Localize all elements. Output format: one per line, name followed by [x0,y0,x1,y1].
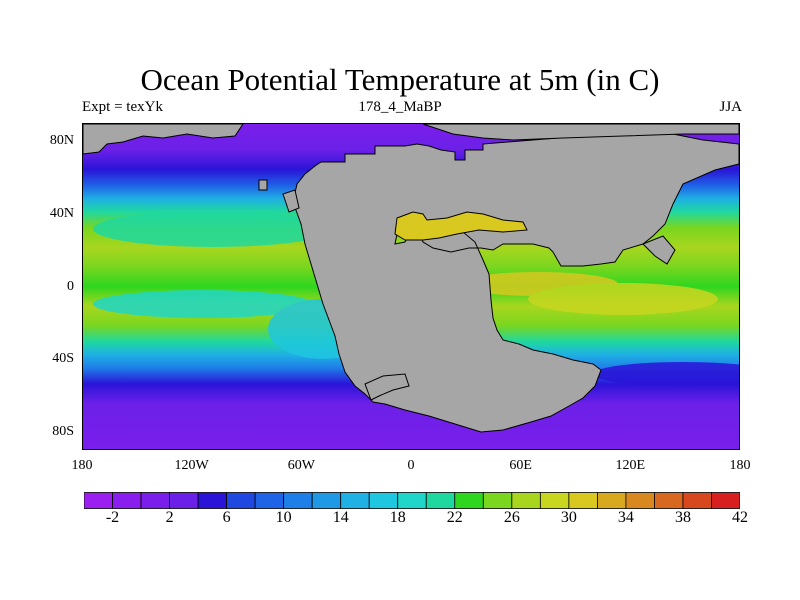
lon-tick-label: 60E [509,458,532,473]
lon-tick-label: 120E [615,458,646,473]
southern-front [593,362,739,386]
antarctic-peninsula [364,373,410,401]
arctic-landmass-west [83,124,244,155]
colorbar-tick-label: 26 [503,509,520,526]
colorbar-tick-label: 22 [446,509,463,526]
lon-tick-label: 0 [407,458,415,473]
colorbar-tick-label: 14 [332,509,349,526]
colorbar-swatch [454,492,484,509]
equatorial-pacific-tongue [93,290,313,318]
season-label: JJA [719,99,742,115]
small-island-pacific [258,179,268,191]
lon-tick-label: 180 [71,458,93,473]
tethys-embayment-shape [394,211,528,241]
colorbar-tick-label: 38 [674,509,691,526]
colorbar-swatch [425,492,456,509]
colorbar-tick-label: 2 [165,509,174,526]
colorbar-swatch [568,492,598,509]
colorbar-swatch [112,492,142,509]
pangaea-landmass [292,131,739,433]
colorbar-swatch [539,492,570,509]
tethys-yellow-embayment [394,211,528,241]
colorbar-swatch [596,492,627,509]
colorbar-swatch [340,492,370,509]
lon-tick-label: 180 [729,458,751,473]
colorbar-tick-label: -2 [105,509,120,526]
colorbar-swatch [283,492,313,509]
arctic-landmass-east [422,124,739,141]
colorbar-swatch [226,492,256,509]
lat-tick-label: 0 [67,278,74,294]
colorbar-swatch [397,492,427,509]
lat-tick-label: 80N [49,133,74,149]
experiment-label: Expt = texYk [82,99,163,115]
colorbar-tick-label: 10 [275,509,292,526]
colorbar [84,492,740,509]
age-label: 178_4_MaBP [358,99,442,115]
map-canvas [83,124,739,449]
colorbar-tick-label: 34 [617,509,634,526]
lon-tick-label: 60W [287,458,315,473]
siberian-peninsula [642,235,676,265]
colorbar-swatch [682,492,712,509]
lat-tick-label: 40S [52,351,74,367]
lat-tick-label: 80S [52,423,74,439]
colorbar-tick-label: 30 [560,509,577,526]
colorbar-swatch [197,492,228,509]
lat-tick-label: 40N [49,205,74,221]
temperature-map [82,123,740,450]
colorbar-tick-label: 6 [222,509,231,526]
east-tethys-warm [528,283,718,315]
colorbar-swatch [368,492,399,509]
colorbar-swatch [169,492,199,509]
colorbar-tick-label: 42 [732,509,748,526]
colorbar-swatch [711,492,740,509]
lon-tick-label: 120W [174,458,209,473]
colorbar-swatch [654,492,684,509]
colorbar-swatch [482,492,513,509]
colorbar-swatch [625,492,655,509]
map-title: Ocean Potential Temperature at 5m (in C) [140,62,660,97]
colorbar-swatch [140,492,170,509]
colorbar-tick-label: 18 [389,509,406,526]
land-masses [83,124,739,433]
colorbar-swatch [84,492,113,509]
colorbar-swatch [511,492,541,509]
colorbar-swatch [311,492,342,509]
north-pacific-band [93,211,333,247]
colorbar-swatch [254,492,285,509]
north-american-island [282,189,300,213]
